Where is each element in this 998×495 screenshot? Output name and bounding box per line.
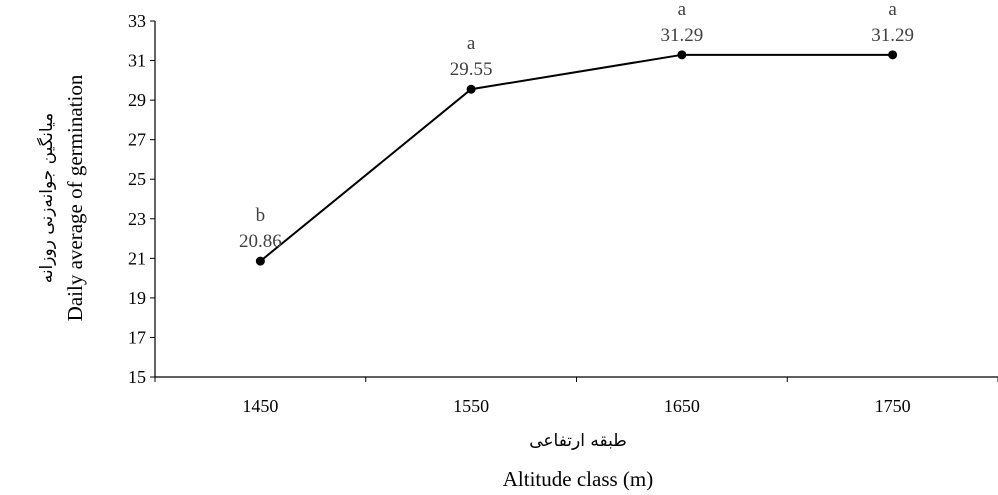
data-label: 29.55 xyxy=(450,59,493,80)
significance-letter: a xyxy=(888,0,897,20)
y-axis-title-persian: میانگین جوانه‌زنی روزانه xyxy=(36,113,57,284)
x-axis: 1450 1550 1650 1750 xyxy=(154,376,998,416)
y-tick-label: 17 xyxy=(128,327,146,347)
data-point xyxy=(677,50,687,60)
significance-letter: a xyxy=(678,0,687,20)
x-tick-label: 1750 xyxy=(875,396,911,416)
x-axis-title: Altitude class (m) xyxy=(503,467,653,491)
y-tick-label: 25 xyxy=(128,169,146,189)
data-label: 20.86 xyxy=(239,231,282,252)
x-axis-title-persian: طبقه ارتفاعی xyxy=(529,431,627,451)
data-point xyxy=(255,256,265,266)
y-axis: 15 17 19 21 23 25 27 29 31 33 xyxy=(128,11,156,387)
y-tick-label: 23 xyxy=(128,209,146,229)
series-line xyxy=(259,53,893,262)
y-tick-label: 19 xyxy=(128,288,146,308)
series-line-group: 20.86 b 29.55 a 31.29 a 31.29 a xyxy=(239,0,914,266)
y-tick-label: 21 xyxy=(128,248,146,268)
data-label: 31.29 xyxy=(871,25,914,46)
x-tick-label: 1550 xyxy=(453,396,489,416)
data-label: 31.29 xyxy=(661,25,704,46)
significance-letter: b xyxy=(256,205,266,226)
y-tick-label: 33 xyxy=(128,11,146,31)
data-point xyxy=(888,50,898,60)
y-tick-label: 15 xyxy=(128,367,146,387)
significance-letter: a xyxy=(467,33,476,54)
y-axis-title: Daily average of germination xyxy=(63,74,87,321)
x-tick-label: 1450 xyxy=(242,396,278,416)
y-tick-label: 29 xyxy=(128,90,146,110)
y-tick-label: 31 xyxy=(128,51,146,71)
x-tick-label: 1650 xyxy=(664,396,700,416)
y-tick-label: 27 xyxy=(128,130,146,150)
data-point xyxy=(466,84,476,94)
